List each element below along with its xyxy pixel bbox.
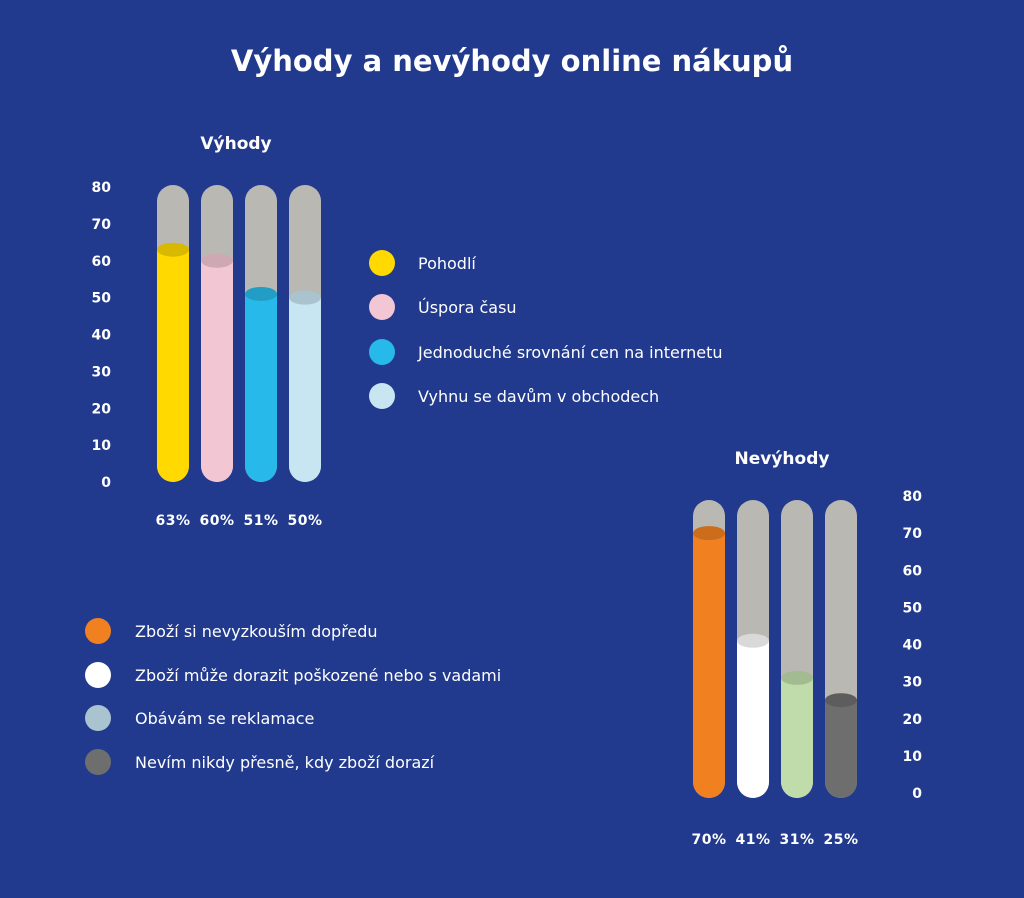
y-tick-label: 30 [903,675,923,691]
bar-cap [289,290,321,305]
value-label: 31% [779,832,814,848]
y-tick-label: 80 [92,180,112,196]
y-tick-label: 70 [903,526,923,542]
bar-cap-shade [289,290,321,305]
bar-cap-shade [157,242,189,257]
disadvantages-chart: 0 10 20 30 40 50 60 70 80 70% Zboží si nevyzkouším… [85,489,922,848]
bar-cap-shade [781,670,813,685]
bar-cap-shade [737,633,769,648]
value-label: 63% [155,513,190,529]
legend-marker [369,383,395,409]
bar-fill [289,297,321,482]
legend-marker [369,294,395,320]
legend-label: Zboží si nevyzkouším dopředu [135,622,378,641]
y-tick-label: 60 [903,563,923,579]
value-label: 60% [199,513,234,529]
bar-fill [737,640,769,798]
bar-cap [201,253,233,268]
legend-label: Vyhnu se davům v obchodech [418,387,659,406]
legend-marker [369,339,395,365]
legend-marker [85,749,111,775]
bar-fill [693,533,725,798]
y-tick-label: 0 [912,786,922,802]
value-label: 50% [287,513,322,529]
y-tick-label: 0 [101,475,111,491]
bar-fill [157,249,189,482]
legend-marker [369,250,395,276]
legend-label: Úspora času [418,298,517,317]
bar-cap [693,526,725,541]
advantages-title: Výhody [200,134,271,154]
bar-cap-shade [825,693,857,708]
bar-cap-shade [201,253,233,268]
bar-cap [825,693,857,708]
legend-label: Pohodlí [418,254,476,273]
legend-label: Obávám se reklamace [135,709,314,728]
y-tick-label: 20 [92,401,112,417]
advantages-chart: 0 10 20 30 40 50 60 70 80 63% Pohodlí 60% Úspora čas… [92,180,723,529]
legend-marker [85,618,111,644]
bar-cap [157,242,189,257]
value-label: 41% [735,832,770,848]
y-tick-label: 60 [92,254,112,270]
bar-cap [245,286,277,301]
bar-fill [825,700,857,798]
y-tick-label: 80 [903,489,923,505]
y-tick-label: 50 [903,600,923,616]
bar-cap [737,633,769,648]
y-tick-label: 40 [92,328,112,344]
y-tick-label: 10 [903,749,923,765]
value-label: 51% [243,513,278,529]
y-tick-label: 30 [92,364,112,380]
page-title: Výhody a nevýhody online nákupů [231,44,793,78]
legend-marker [85,705,111,731]
bar-cap [781,670,813,685]
value-label: 70% [691,832,726,848]
y-tick-label: 10 [92,438,112,454]
value-label: 25% [823,832,858,848]
bar-fill [781,677,813,798]
legend-marker [85,662,111,688]
y-tick-label: 50 [92,291,112,307]
legend-label: Nevím nikdy přesně, kdy zboží dorazí [135,753,435,772]
bar-fill [201,260,233,482]
disadvantages-title: Nevýhody [735,449,830,469]
bar-fill [245,293,277,482]
bar-cap-shade [245,286,277,301]
y-tick-label: 20 [903,712,923,728]
bar-cap-shade [693,526,725,541]
legend-label: Zboží může dorazit poškozené nebo s vada… [135,666,501,685]
y-tick-label: 70 [92,217,112,233]
y-tick-label: 40 [903,638,923,654]
legend-label: Jednoduché srovnání cen na internetu [417,343,723,362]
